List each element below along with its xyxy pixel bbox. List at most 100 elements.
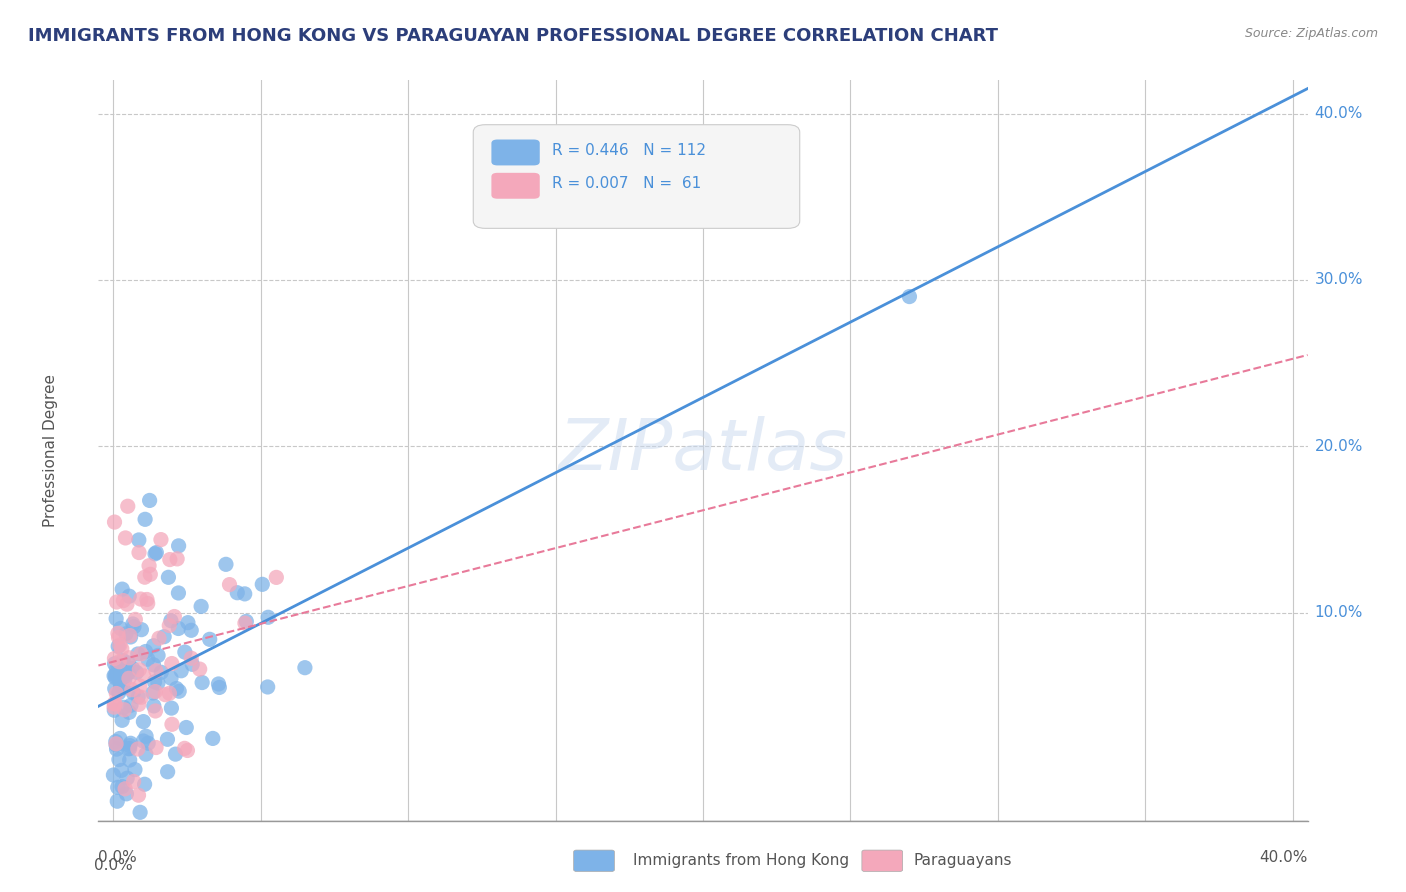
Point xyxy=(111,641,134,656)
Point xyxy=(107,659,129,673)
Text: ZIPatlas: ZIPatlas xyxy=(558,416,848,485)
Point xyxy=(117,741,139,756)
Text: IMMIGRANTS FROM HONG KONG VS PARAGUAYAN PROFESSIONAL DEGREE CORRELATION CHART: IMMIGRANTS FROM HONG KONG VS PARAGUAYAN … xyxy=(28,27,998,45)
Point xyxy=(105,738,128,752)
Point xyxy=(118,753,141,767)
Point xyxy=(132,714,155,729)
Point xyxy=(128,663,150,677)
Point xyxy=(163,609,186,624)
Point xyxy=(256,680,278,694)
Point xyxy=(218,577,240,591)
Point xyxy=(191,675,214,690)
Point xyxy=(111,780,134,794)
Point xyxy=(129,679,152,693)
Text: 40.0%: 40.0% xyxy=(1315,106,1362,121)
Point xyxy=(145,664,167,678)
Point xyxy=(104,668,127,682)
Point xyxy=(132,669,155,683)
Point xyxy=(135,644,157,658)
Point xyxy=(114,531,136,545)
Point xyxy=(145,704,167,718)
Point xyxy=(132,734,155,748)
Point xyxy=(104,671,127,685)
Point xyxy=(129,592,152,607)
Point xyxy=(143,674,166,689)
Point xyxy=(134,570,156,584)
Point xyxy=(120,736,142,750)
Point xyxy=(174,721,197,735)
Point xyxy=(165,747,187,761)
Point xyxy=(125,665,148,680)
Point xyxy=(104,734,127,748)
Point xyxy=(103,700,125,714)
Point xyxy=(115,627,138,641)
Point xyxy=(103,669,125,683)
Point xyxy=(145,740,167,755)
Point xyxy=(266,570,288,584)
Point xyxy=(115,787,138,801)
Point xyxy=(166,552,188,566)
Point xyxy=(160,717,183,731)
Point xyxy=(117,656,139,670)
Point xyxy=(108,731,131,746)
Point xyxy=(136,652,159,666)
Point xyxy=(111,681,134,695)
Text: R = 0.446   N = 112: R = 0.446 N = 112 xyxy=(551,143,706,158)
Point xyxy=(112,703,135,717)
Text: 40.0%: 40.0% xyxy=(1260,850,1308,865)
Point xyxy=(128,533,150,547)
Point xyxy=(135,747,157,762)
Point xyxy=(135,729,157,743)
Text: 0.0%: 0.0% xyxy=(94,858,132,872)
Point xyxy=(167,539,190,553)
Point xyxy=(105,668,128,682)
Point xyxy=(153,688,176,702)
Point xyxy=(198,632,221,647)
Point xyxy=(128,698,150,712)
Point xyxy=(146,648,169,663)
Point xyxy=(118,589,141,603)
Point xyxy=(118,741,141,756)
Point xyxy=(108,674,131,689)
Point xyxy=(177,615,200,630)
Point xyxy=(115,597,138,611)
Point xyxy=(107,640,129,654)
Point xyxy=(252,577,274,591)
Point xyxy=(118,739,141,753)
Point xyxy=(115,771,138,785)
Point xyxy=(160,614,183,628)
Point xyxy=(120,630,142,644)
Point xyxy=(120,698,142,713)
Text: 30.0%: 30.0% xyxy=(1315,272,1362,287)
FancyBboxPatch shape xyxy=(474,125,800,228)
Point xyxy=(143,547,166,561)
Point xyxy=(121,661,143,675)
Point xyxy=(207,677,229,691)
Point xyxy=(114,673,136,687)
Point xyxy=(167,622,190,636)
Point xyxy=(156,764,179,779)
FancyBboxPatch shape xyxy=(492,139,540,165)
Point xyxy=(157,570,180,584)
Point xyxy=(105,742,128,756)
Point xyxy=(235,615,257,629)
Point xyxy=(103,697,125,711)
Point xyxy=(121,617,143,632)
Point xyxy=(108,752,131,766)
Point xyxy=(233,587,256,601)
Point xyxy=(142,639,165,653)
Text: Source: ZipAtlas.com: Source: ZipAtlas.com xyxy=(1244,27,1378,40)
Point xyxy=(117,665,139,680)
Text: 0.0%: 0.0% xyxy=(98,850,138,865)
Point xyxy=(136,592,159,607)
Point xyxy=(122,774,145,789)
Point xyxy=(136,597,159,611)
Point xyxy=(121,682,143,697)
Point xyxy=(118,706,141,720)
Point xyxy=(110,680,132,694)
Point xyxy=(143,684,166,698)
Point xyxy=(167,586,190,600)
Point xyxy=(294,661,316,675)
Text: Professional Degree: Professional Degree xyxy=(42,374,58,527)
Point xyxy=(112,593,135,607)
